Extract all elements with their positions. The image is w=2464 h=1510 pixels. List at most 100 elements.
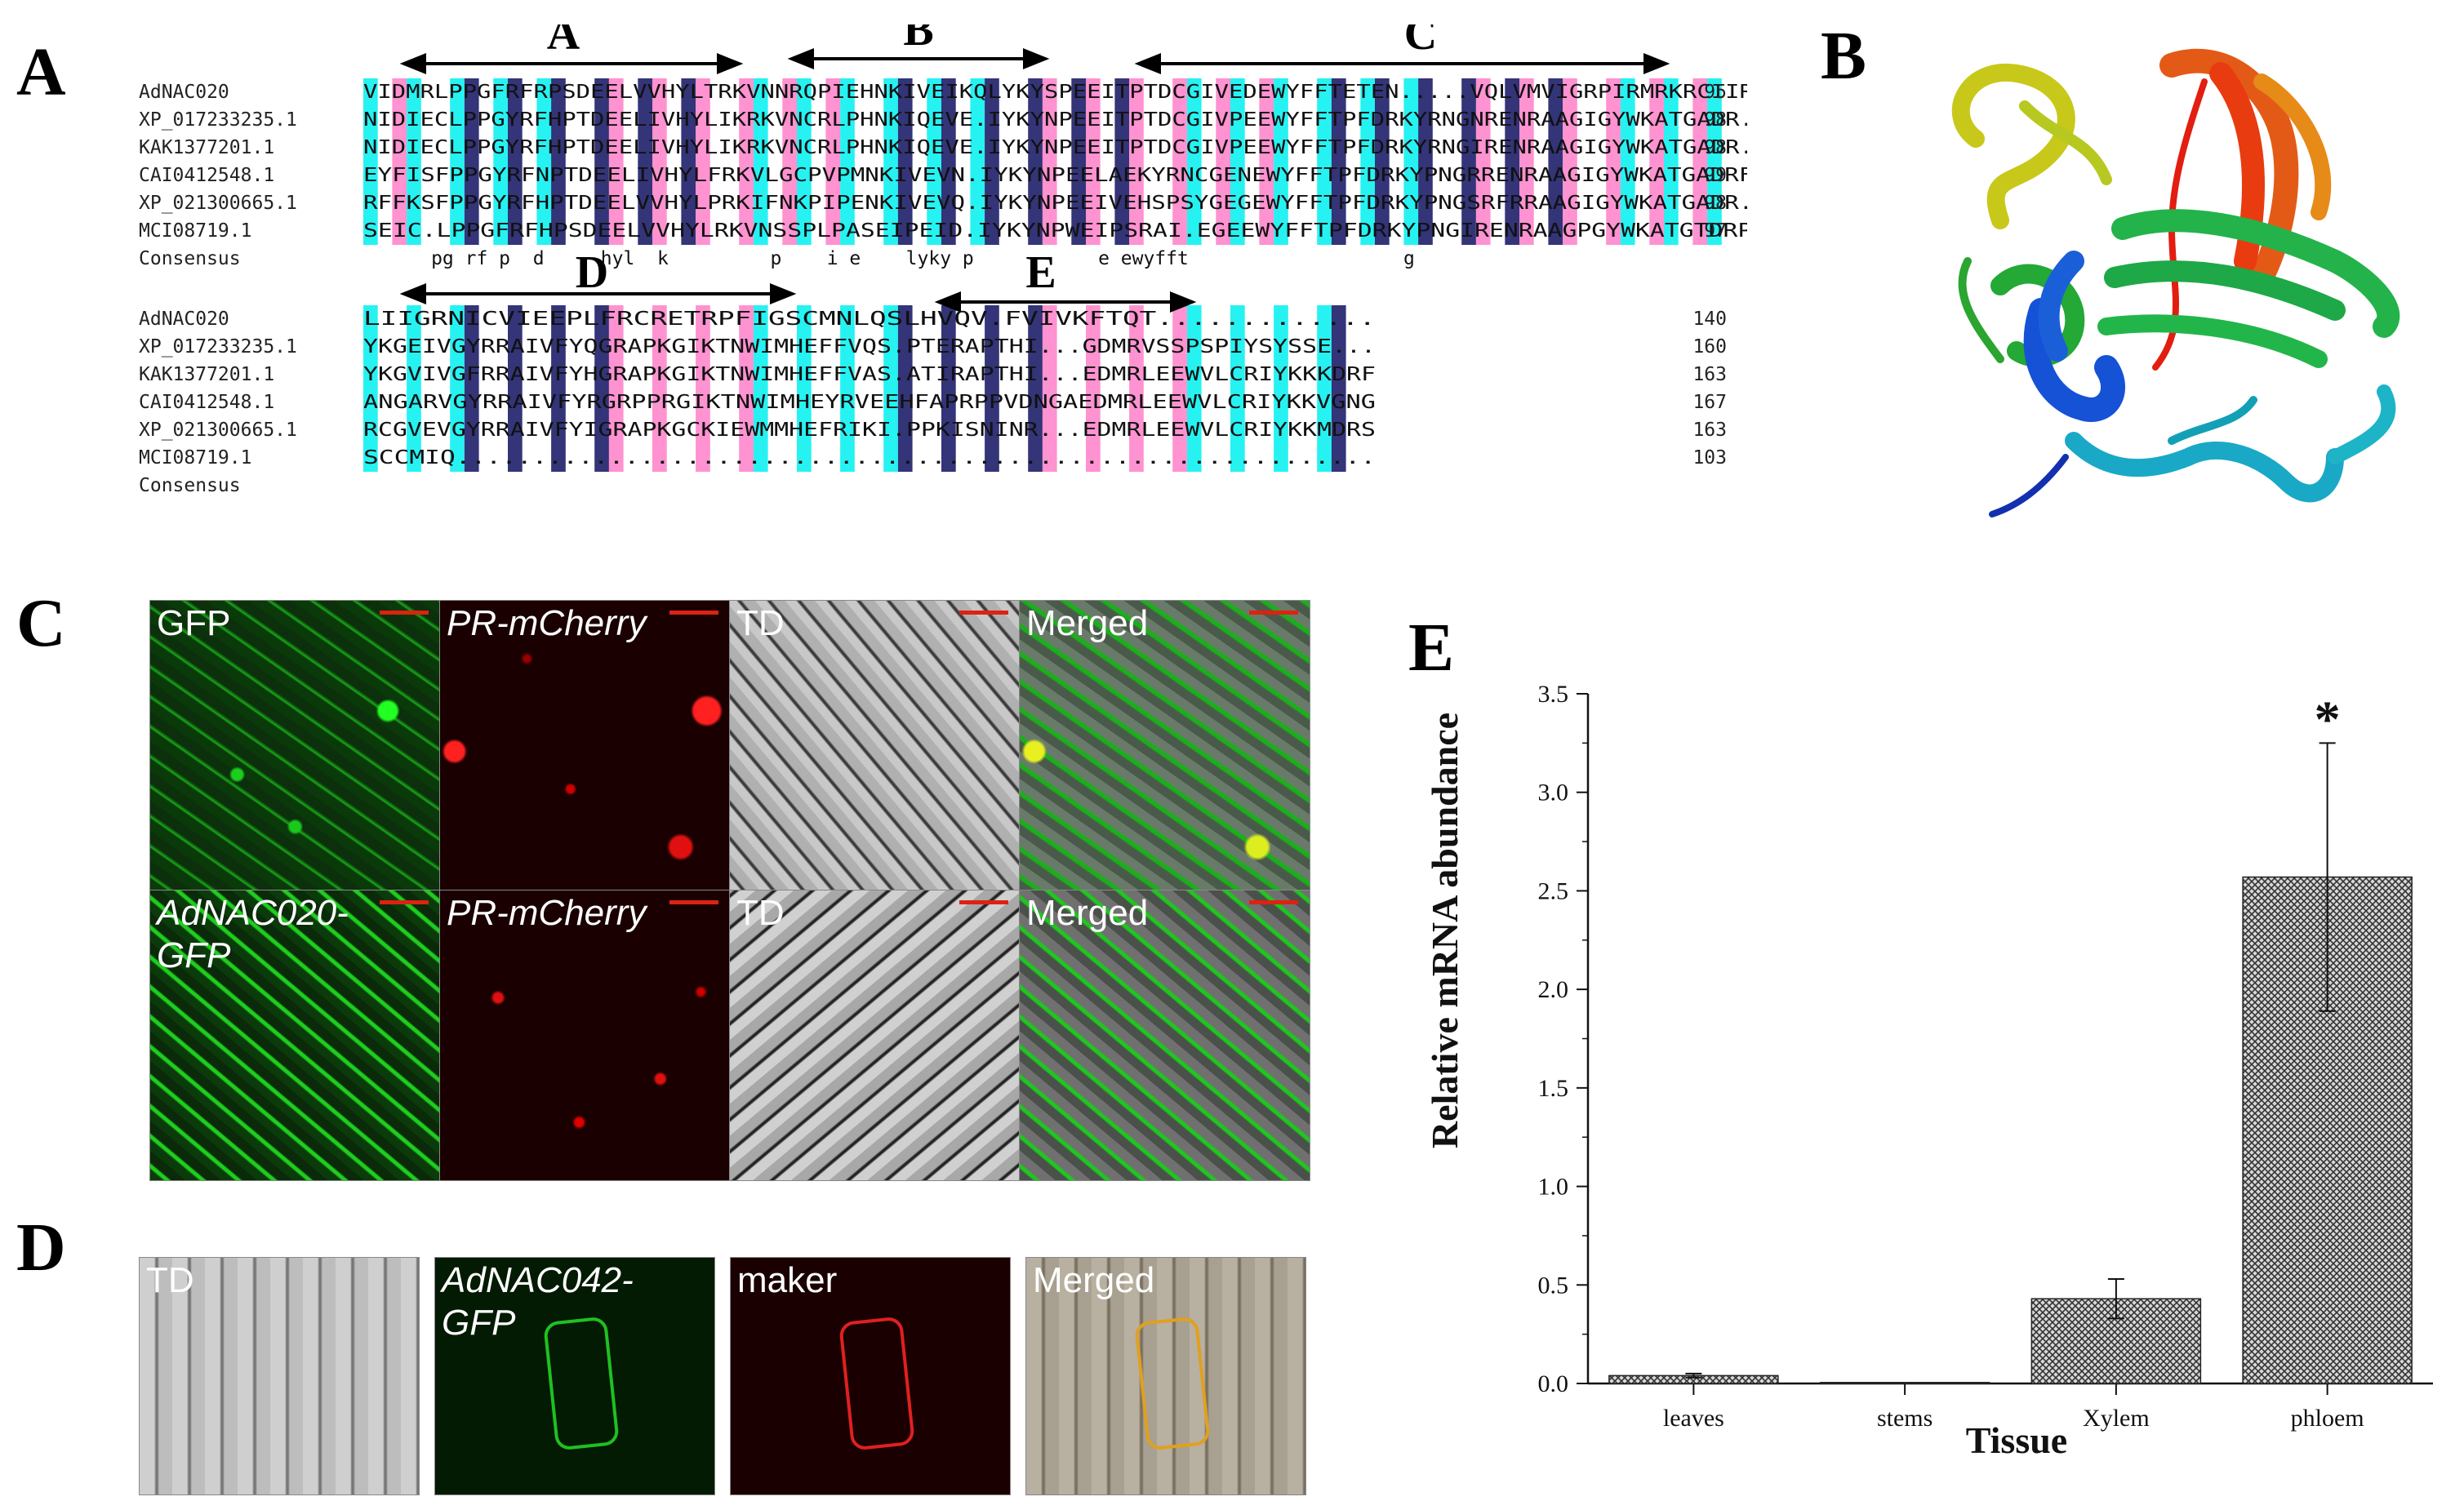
alignment-column-shade xyxy=(1548,78,1563,245)
alignment-column-shade xyxy=(1274,78,1288,245)
alignment-column-shade xyxy=(753,305,768,472)
seq-name: KAK1377201.1 xyxy=(139,364,274,385)
micro-label: Merged xyxy=(1026,893,1149,933)
alignment-column-shade xyxy=(1028,305,1043,472)
alignment-column-shade xyxy=(450,78,465,245)
alignment-column-shade xyxy=(797,305,812,472)
y-tick-label: 2.0 xyxy=(1538,976,1569,1003)
scale-bar xyxy=(959,611,1008,615)
seq-name: Consensus xyxy=(139,475,241,496)
scale-bar xyxy=(1249,900,1298,904)
seq-name: AdNAC020 xyxy=(139,309,229,330)
alignment-column-shade xyxy=(985,305,999,472)
micro-adnac020-gfp: AdNAC020- GFP xyxy=(149,890,441,1181)
y-tick-label: 2.5 xyxy=(1538,877,1569,904)
marker-cell-outline xyxy=(838,1316,916,1451)
seq-name: XP_021300665.1 xyxy=(139,420,297,441)
micro-merged-2: Merged xyxy=(1019,890,1310,1181)
alignment-column-shade xyxy=(941,305,956,472)
seq-residues: RCGVEVGYRRAIVFYIGRAPKGCKIEWMMHEFRIKI.PPK… xyxy=(363,420,1376,441)
alignment-column-shade xyxy=(1606,78,1621,245)
seq-position: 97 xyxy=(1704,220,1727,242)
seq-name: Consensus xyxy=(139,248,241,269)
merged-cell-outline xyxy=(1133,1316,1212,1451)
sequence-alignment: A B C D E AdNAC020 VIDMRLPPGFRFRPSDEELVV… xyxy=(139,24,1747,496)
seq-position: 103 xyxy=(1692,447,1727,469)
alignment-column-shade xyxy=(825,78,841,245)
alignment-column-shade xyxy=(1274,305,1288,472)
alignment-column-shade xyxy=(1172,305,1187,472)
alignment-column-shade xyxy=(464,78,479,245)
panel-label-a: A xyxy=(16,34,66,110)
x-tick-label: stems xyxy=(1877,1405,1933,1432)
alignment-column-shade xyxy=(970,78,985,245)
seq-position: 163 xyxy=(1692,364,1727,385)
alignment-column-shade xyxy=(1317,78,1332,245)
alignment-block-2: AdNAC020 LIIGRNICVIEEPLFRCRETRPFIGSCMNLQ… xyxy=(139,309,1727,496)
alignment-column-shade xyxy=(1360,78,1375,245)
seq-position: 140 xyxy=(1692,309,1727,330)
seq-residues: YKGEIVGYRRAIVFYQGRAPKGIKTNWIMHEFFVQS.PTE… xyxy=(363,336,1376,358)
alignment-column-shade xyxy=(594,305,609,472)
alignment-column-shade xyxy=(897,78,913,245)
alignment-column-shade xyxy=(1403,78,1419,245)
alignment-column-shade xyxy=(1563,78,1577,245)
micro-maker: maker xyxy=(730,1257,1011,1495)
micro-adnac042-gfp: AdNAC042- GFP xyxy=(434,1257,715,1495)
alignment-column-shade xyxy=(883,78,898,245)
micro-label: AdNAC020- GFP xyxy=(157,893,349,975)
micro-td: TD xyxy=(729,600,1021,891)
y-axis-title: Relative mRNA abundance xyxy=(1424,713,1466,1148)
alignment-column-shade xyxy=(840,305,855,472)
alignment-column-shade xyxy=(1042,78,1057,245)
panel-label-d: D xyxy=(16,1210,66,1286)
micro-pr-mcherry: PR-mCherry xyxy=(439,600,731,891)
seq-residues: ANGARVGYRRAIVFYRGRPPRGIKTNWIMHEYRVEEHFAP… xyxy=(363,392,1376,413)
alignment-column-shade xyxy=(1114,78,1130,245)
alignment-column-shade xyxy=(1461,78,1476,245)
micro-label: TD xyxy=(146,1260,194,1300)
alignment-column-shade xyxy=(363,78,378,245)
seq-position: 99 xyxy=(1704,165,1727,186)
seq-position: 98 xyxy=(1704,109,1727,131)
scale-bar xyxy=(380,611,429,615)
alignment-column-shade xyxy=(1086,78,1101,245)
seq-position: 98 xyxy=(1704,193,1727,214)
alignment-column-shade xyxy=(1620,78,1635,245)
alignment-column-shade xyxy=(1475,78,1491,245)
alignment-column-shade xyxy=(652,305,667,472)
micro-td-d: TD xyxy=(139,1257,420,1495)
alignment-column-shade xyxy=(493,78,508,245)
seq-position: 160 xyxy=(1692,336,1727,358)
alignment-column-shade xyxy=(1042,305,1057,472)
y-tick-label: 0.5 xyxy=(1538,1272,1569,1299)
alignment-column-shade xyxy=(696,78,710,245)
region-label-e: E xyxy=(1025,247,1056,298)
seq-residues: LIIGRNICVIEEPLFRCRETRPFIGSCMNLQSLHVQV.FV… xyxy=(363,309,1376,330)
seq-residues: EYFISFPPGYRFNPTDEELIVHYLFRKVLGCPVPMNKIVE… xyxy=(363,165,1747,186)
panel-label-e: E xyxy=(1408,610,1455,686)
alignment-column-shade xyxy=(464,305,479,472)
micro-gfp: GFP xyxy=(149,600,441,891)
micro-label: AdNAC042- GFP xyxy=(442,1260,634,1343)
alignment-column-shade xyxy=(1186,78,1202,245)
micro-label: Merged xyxy=(1033,1260,1155,1300)
micro-label: maker xyxy=(737,1260,838,1300)
seq-residues: SCCMIQ..................................… xyxy=(363,447,1376,469)
alignment-column-shade xyxy=(897,305,913,472)
alignment-column-shade xyxy=(407,78,421,245)
seq-name: CAI0412548.1 xyxy=(139,392,274,413)
alignment-column-shade xyxy=(927,78,941,245)
alignment-column-shade xyxy=(551,78,566,245)
region-label-a: A xyxy=(547,24,580,60)
protein-structure-model xyxy=(1951,48,2400,517)
alignment-column-shade xyxy=(739,78,754,245)
alignment-column-shade xyxy=(1172,78,1187,245)
region-label-d: D xyxy=(576,247,608,298)
scale-bar xyxy=(959,900,1008,904)
micro-label: TD xyxy=(736,603,785,643)
alignment-column-shade xyxy=(1331,305,1346,472)
alignment-column-shade xyxy=(1664,78,1679,245)
alignment-column-shade xyxy=(1129,305,1144,472)
alignment-column-shade xyxy=(753,78,768,245)
